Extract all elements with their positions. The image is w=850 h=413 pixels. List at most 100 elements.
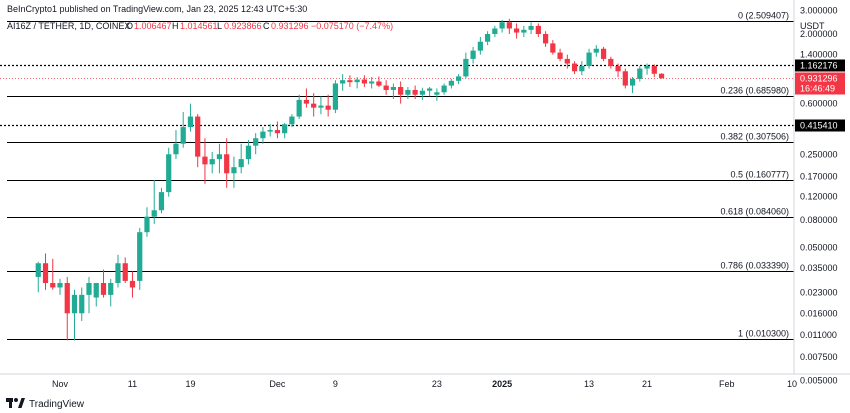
candle — [535, 23, 541, 37]
candle-body — [477, 41, 483, 51]
candle — [383, 80, 389, 95]
candle — [173, 130, 179, 160]
candle — [303, 88, 310, 108]
ohlc-open-label: O — [126, 21, 133, 31]
ohlc-high-value: 1.014561 — [180, 21, 218, 31]
candle-body — [86, 283, 92, 295]
y-tick-label: 2.000000 — [800, 29, 838, 39]
candle — [325, 94, 331, 117]
candle — [629, 77, 636, 94]
candle — [93, 283, 99, 307]
candle-body — [579, 66, 585, 72]
fibonacci-levels: 0 (2.509407) 0.236 (0.685980) 0.382 (0.307… — [7, 11, 794, 340]
candle-body — [542, 33, 549, 44]
countdown-label: 16:46:49 — [800, 84, 835, 94]
candle-body — [427, 88, 433, 91]
y-tick-label: 0.007500 — [800, 352, 838, 362]
tradingview-logo[interactable]: TradingView — [6, 398, 85, 410]
y-tick-label: 0.023000 — [800, 287, 838, 297]
candle — [42, 253, 49, 290]
ohlc-close-value: 0.931296 — [271, 21, 309, 31]
candle-body — [376, 81, 382, 86]
y-tick-label: 0.011000 — [800, 330, 837, 340]
candle-body — [35, 263, 41, 277]
candle — [557, 48, 563, 62]
candle-body — [209, 159, 215, 165]
candle — [180, 111, 186, 148]
candle — [412, 85, 418, 100]
candle — [253, 133, 259, 155]
candle — [637, 66, 643, 82]
candle-body — [303, 99, 310, 104]
candle — [289, 114, 295, 128]
candle-body — [629, 78, 636, 86]
candle-body — [137, 232, 143, 281]
candle-body — [354, 79, 360, 83]
candle-body — [622, 71, 628, 86]
y-tick-label: 0.600000 — [800, 99, 838, 109]
candle-body — [282, 124, 288, 134]
candles — [35, 18, 665, 341]
fib-level-label: 0.382 (0.307506) — [720, 132, 789, 142]
candle — [238, 143, 244, 174]
candle — [513, 23, 520, 39]
candle — [224, 138, 230, 188]
candle-body — [202, 156, 208, 165]
candle-body — [390, 86, 396, 90]
candle — [571, 61, 578, 75]
candle-body — [658, 73, 665, 79]
candle-body — [557, 52, 563, 59]
candle-body — [637, 68, 643, 79]
candle-body — [434, 92, 440, 95]
x-tick-label: 13 — [584, 379, 594, 389]
candle — [651, 64, 657, 78]
candle-body — [383, 85, 389, 90]
ohlc-open-value: 1.006467 — [134, 21, 172, 31]
candle — [267, 124, 273, 137]
candle-body — [180, 127, 186, 144]
candle-body — [600, 48, 607, 59]
candle-body — [325, 105, 331, 110]
candle-body — [535, 25, 541, 34]
candle — [376, 76, 382, 87]
candle-body — [195, 116, 201, 157]
x-tick-label: 9 — [333, 379, 338, 389]
x-tick-label: 10 — [787, 379, 797, 389]
candle-body — [274, 130, 281, 134]
candle — [484, 31, 491, 46]
fib-level-label: 0.236 (0.685980) — [720, 86, 789, 96]
candle-body — [144, 216, 150, 233]
candle-body — [513, 28, 520, 33]
candle-body — [267, 130, 273, 132]
candle — [354, 77, 360, 89]
candle-body — [419, 90, 425, 95]
candle — [79, 287, 85, 322]
candle — [347, 75, 353, 87]
candle — [593, 45, 599, 57]
ohlc-high-label: H — [172, 21, 179, 31]
candle — [506, 18, 512, 34]
y-tick-label: 0.170000 — [800, 172, 838, 182]
x-tick-label: 21 — [642, 379, 652, 389]
x-tick-label: Feb — [719, 379, 735, 389]
candle-body — [224, 154, 230, 174]
last-price-label: 0.931296 — [800, 74, 838, 84]
candle — [296, 94, 302, 120]
x-axis-ticks: Nov 11 19 Dec 9 23 2025 13 21 Feb 10 — [52, 379, 797, 389]
candle-body — [332, 83, 339, 110]
tradingview-logo-text: TradingView — [29, 399, 85, 410]
candle-body — [173, 143, 179, 155]
candle-body — [122, 263, 128, 281]
candle-body — [448, 80, 454, 86]
level-tag — [795, 119, 845, 132]
candle-body — [253, 138, 259, 146]
candle — [129, 271, 136, 298]
candle-body — [187, 116, 194, 128]
candle — [398, 81, 404, 104]
y-tick-label: 0.050000 — [800, 242, 838, 252]
candle — [405, 86, 411, 100]
candle-body — [64, 283, 70, 314]
candle — [622, 68, 628, 89]
tradingview-logo-icon — [6, 398, 25, 408]
candle-body — [571, 63, 578, 72]
